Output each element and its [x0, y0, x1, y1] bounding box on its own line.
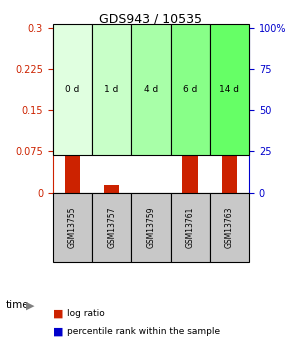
Text: GSM13763: GSM13763 [225, 207, 234, 248]
Text: 1 d: 1 d [104, 85, 119, 94]
FancyBboxPatch shape [171, 193, 210, 263]
Text: 14 d: 14 d [219, 85, 239, 94]
Bar [182, 98, 198, 193]
Text: GSM13761: GSM13761 [186, 207, 195, 248]
Text: ■: ■ [53, 309, 63, 319]
Text: 6 d: 6 d [183, 85, 197, 94]
Text: 4 d: 4 d [144, 85, 158, 94]
Text: 0 d: 0 d [65, 85, 80, 94]
Text: ■: ■ [53, 326, 63, 336]
FancyBboxPatch shape [53, 193, 92, 263]
Text: percentile rank within the sample: percentile rank within the sample [67, 327, 221, 336]
Text: GSM13759: GSM13759 [146, 207, 155, 248]
Bar [64, 136, 80, 193]
FancyBboxPatch shape [131, 193, 171, 263]
Title: GDS943 / 10535: GDS943 / 10535 [99, 12, 202, 25]
Bar [222, 69, 237, 193]
FancyBboxPatch shape [92, 193, 131, 263]
Text: GSM13755: GSM13755 [68, 207, 77, 248]
Bar [104, 186, 120, 193]
Text: GSM13757: GSM13757 [107, 207, 116, 248]
FancyBboxPatch shape [210, 193, 249, 263]
Text: time: time [6, 300, 30, 310]
Text: ▶: ▶ [26, 300, 35, 310]
Text: log ratio: log ratio [67, 309, 105, 318]
